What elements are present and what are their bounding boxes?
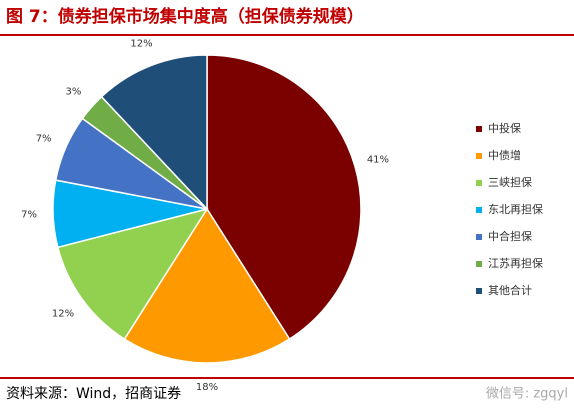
legend-label: 三峡担保 [488,175,532,189]
data-label: 7% [21,210,37,221]
legend-swatch [476,261,482,267]
legend-swatch [476,153,482,159]
data-label: 12% [52,309,74,320]
watermark: 微信号: zgqyl [486,387,568,402]
data-label: 3% [66,86,82,97]
legend-label: 中合担保 [488,229,532,243]
source: 资料来源：Wind，招商证券 [6,386,181,402]
legend-swatch [476,126,482,132]
pie-slice [56,207,209,341]
legend-label: 其他合计 [488,283,532,297]
pie-slice [100,54,208,211]
legend-label: 江苏再担保 [488,256,543,270]
legend-label: 东北再担保 [488,202,543,216]
legend-swatch [476,234,482,240]
pie-slice [123,207,291,364]
data-label: 41% [367,154,389,165]
legend-label: 中债增 [488,148,521,162]
legend-swatch [476,207,482,213]
legend-swatch [476,288,482,294]
legend-label: 中投保 [488,121,521,135]
data-label: 18% [196,382,218,393]
legend-swatch [476,180,482,186]
chart-title: 图 7：债券担保市场集中度高（担保债券规模） [6,6,364,27]
pie-slice [206,54,362,341]
data-label: 7% [36,133,52,144]
data-label: 12% [130,38,152,49]
